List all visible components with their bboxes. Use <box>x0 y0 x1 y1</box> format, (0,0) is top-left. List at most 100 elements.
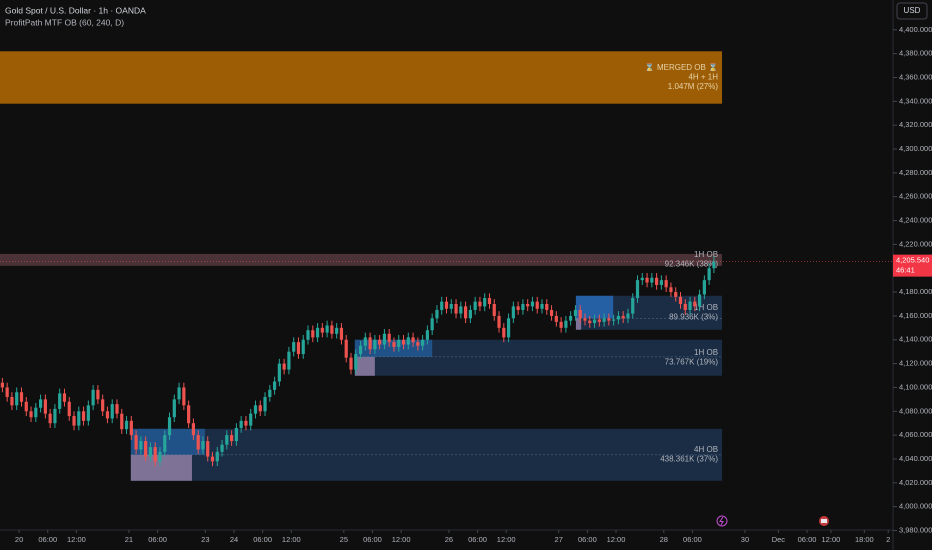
candle-body <box>349 357 353 370</box>
candle-body <box>592 319 597 324</box>
x-tick-label: 06:00 <box>38 535 57 544</box>
candle-body <box>440 301 444 310</box>
candle-body <box>153 447 157 462</box>
candle-body <box>549 309 554 316</box>
candle-body <box>702 280 706 295</box>
candle-body <box>401 339 406 345</box>
candle-body <box>645 277 649 283</box>
candle-body <box>473 301 477 310</box>
event-icon[interactable] <box>716 515 728 527</box>
x-tick-label: 12:00 <box>497 535 516 544</box>
candle-body <box>492 303 496 316</box>
y-tick-label: 4,020.000 <box>899 478 932 487</box>
candle-body <box>96 389 100 400</box>
x-tick-label: Dec <box>772 535 786 544</box>
currency-label[interactable]: USD <box>904 6 921 15</box>
candle-body <box>569 315 573 321</box>
order-block <box>0 51 723 104</box>
candle-body <box>435 309 439 319</box>
candle-body <box>296 342 301 355</box>
candle-body <box>301 339 305 355</box>
candle-body <box>430 318 434 331</box>
candle-body <box>172 399 176 418</box>
candle-body <box>239 420 243 428</box>
candle-body <box>382 333 387 345</box>
x-tick-label: 28 <box>660 535 668 544</box>
y-tick-label: 4,300.000 <box>899 144 932 153</box>
x-tick-label: 25 <box>340 535 348 544</box>
candle-body <box>5 387 9 397</box>
candle-body <box>449 303 453 309</box>
candle-body <box>678 296 683 304</box>
candle-body <box>502 327 506 338</box>
candle-body <box>392 342 396 347</box>
candle-body <box>129 420 133 436</box>
y-tick-label: 4,400.000 <box>899 25 932 34</box>
candle-body <box>101 399 105 412</box>
x-tick-label: 27 <box>555 535 563 544</box>
candle-body <box>530 301 535 307</box>
candle-body <box>230 435 234 442</box>
x-tick-label: 24 <box>230 535 238 544</box>
candle-body <box>48 413 52 424</box>
y-tick-label: 3,980.000 <box>899 525 932 534</box>
candle-body <box>545 303 549 310</box>
candle-body <box>244 420 248 426</box>
candle-body <box>29 411 33 418</box>
x-tick-label: 06:00 <box>798 535 817 544</box>
candle-body <box>511 306 515 319</box>
order-block-label: 1H OB <box>694 250 718 259</box>
order-block-label: 1H OB <box>694 348 718 357</box>
candle-body <box>306 330 310 340</box>
x-tick-label: 23 <box>201 535 209 544</box>
event-flag-stripe <box>821 519 827 523</box>
candle-body <box>167 417 172 436</box>
candle-body <box>421 339 425 346</box>
y-tick-label: 4,380.000 <box>899 49 932 58</box>
order-block-label: 4H + 1H <box>688 73 718 82</box>
order-block-inner <box>575 295 614 319</box>
y-tick-label: 4,040.000 <box>899 454 932 463</box>
candle-body <box>712 261 716 269</box>
order-block-label: 4H OB <box>694 445 718 454</box>
candle-body <box>62 393 67 402</box>
candle-body <box>58 393 62 409</box>
candle-body <box>521 303 525 310</box>
y-tick-label: 4,180.000 <box>899 287 932 296</box>
candle-body <box>10 396 14 406</box>
y-tick-label: 4,080.000 <box>899 406 932 415</box>
candle-body <box>225 435 229 445</box>
candle-body <box>363 337 367 346</box>
candle-body <box>325 325 329 333</box>
candle-body <box>506 318 511 338</box>
candle-body <box>516 306 520 310</box>
x-tick-label: 06:00 <box>253 535 272 544</box>
order-block-label: 1H OB <box>694 303 718 312</box>
candle-body <box>315 327 320 338</box>
x-tick-label: 06:00 <box>148 535 167 544</box>
candle-body <box>554 315 558 322</box>
candle-body <box>110 404 114 419</box>
currency-button[interactable] <box>896 2 928 20</box>
x-tick-label: 18:00 <box>855 535 874 544</box>
candle-body <box>416 342 420 346</box>
y-tick-label: 4,220.000 <box>899 239 932 248</box>
candle-body <box>115 404 119 414</box>
candle-body <box>292 342 296 352</box>
x-tick-label: 21 <box>125 535 133 544</box>
y-tick-label: 4,360.000 <box>899 72 932 81</box>
candle-body <box>397 339 401 347</box>
y-tick-label: 4,000.000 <box>899 502 932 511</box>
x-tick-label: 06:00 <box>578 535 597 544</box>
candle-body <box>86 405 90 421</box>
candle-body <box>320 327 324 333</box>
y-tick-label: 4,160.000 <box>899 311 932 320</box>
candle-body <box>339 327 344 340</box>
candle-body <box>573 309 578 316</box>
x-tick-label: 12:00 <box>282 535 301 544</box>
candle-body <box>578 309 582 319</box>
candle-body <box>15 392 19 406</box>
candle-body <box>210 456 215 462</box>
candle-body <box>683 303 687 310</box>
indicator-title: ProfitPath MTF OB (60, 240, D) <box>5 17 124 27</box>
